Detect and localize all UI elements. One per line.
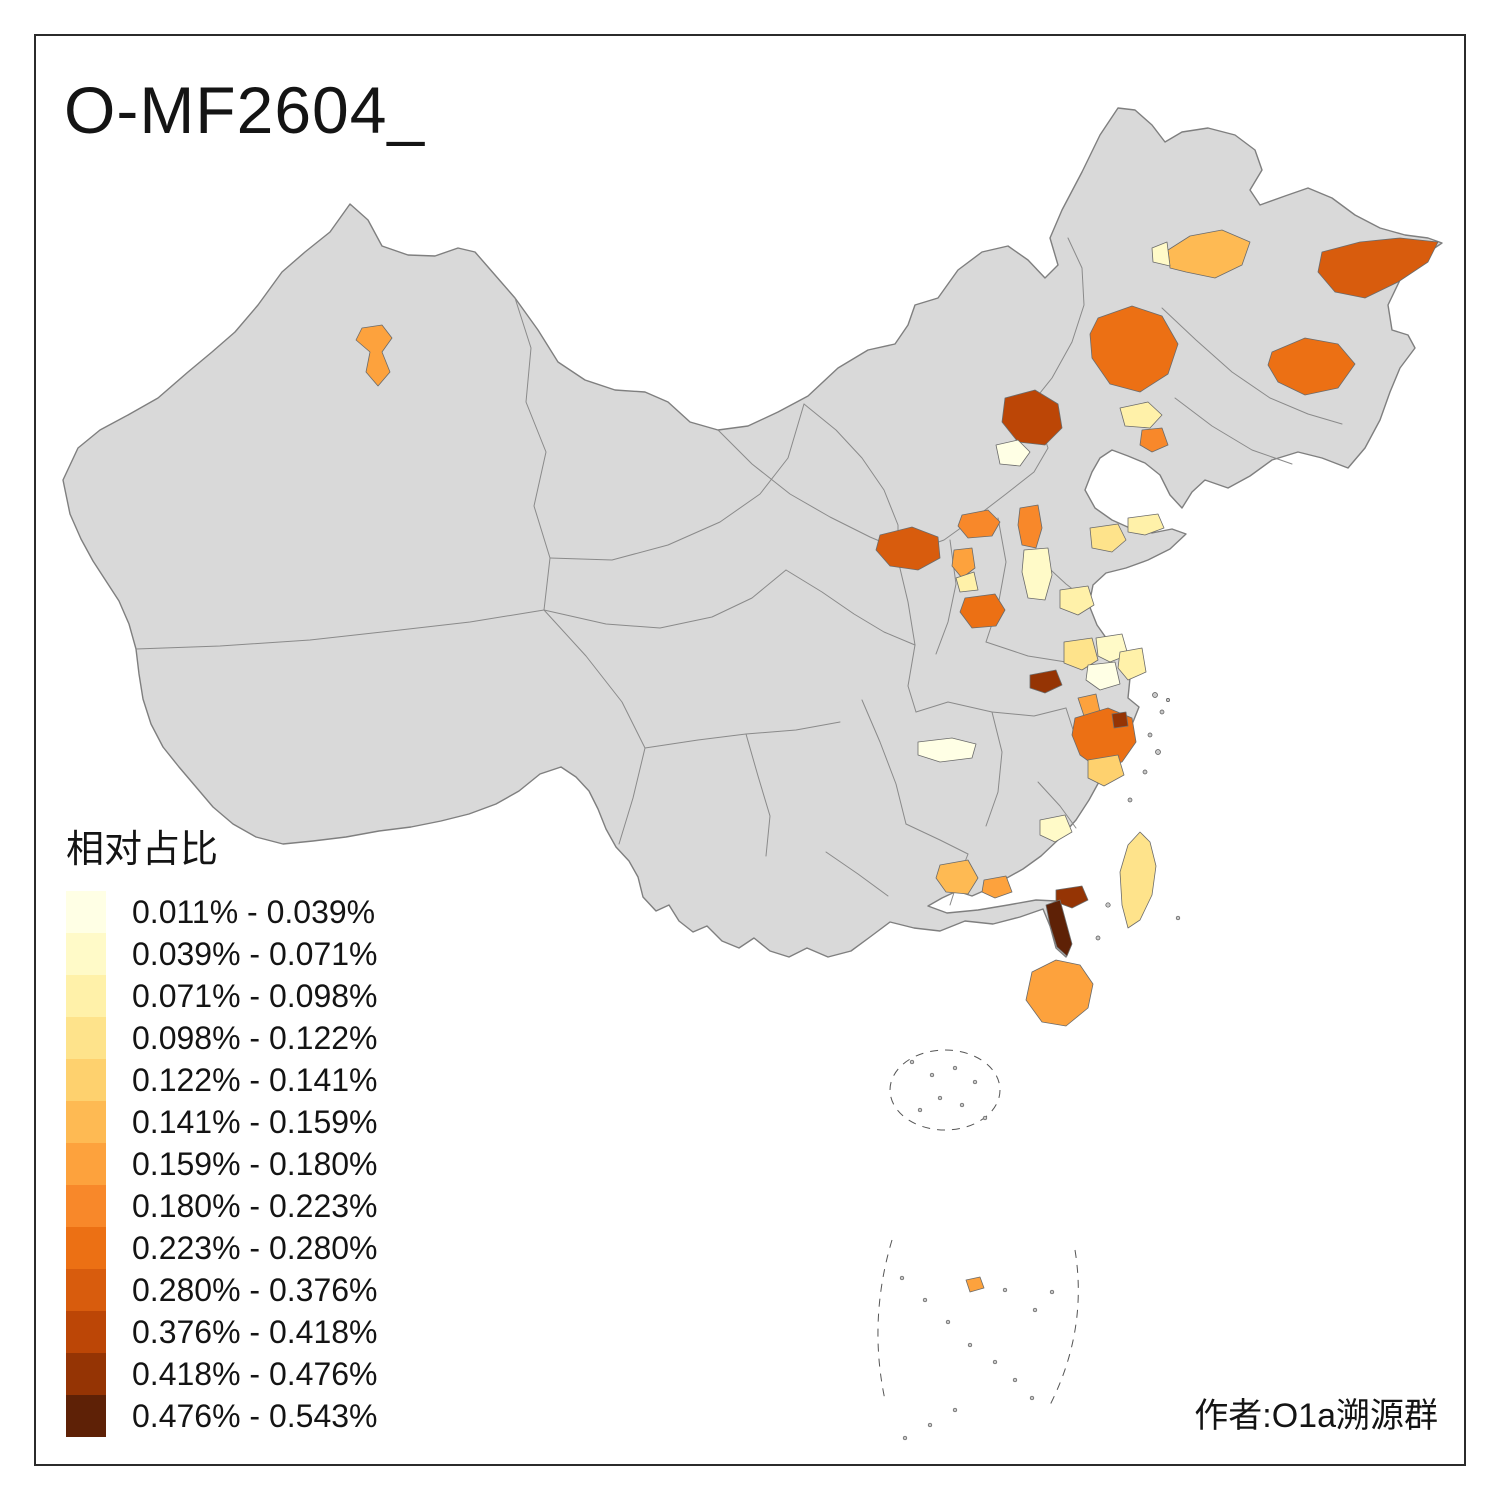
coastal-islands bbox=[1095, 692, 1181, 941]
legend-label: 0.476% - 0.543% bbox=[132, 1397, 378, 1434]
map-region-fujian-pale bbox=[1039, 814, 1073, 843]
legend-label: 0.071% - 0.098% bbox=[132, 977, 378, 1014]
map-region-shandong-west bbox=[1089, 523, 1127, 553]
legend-label: 0.011% - 0.039% bbox=[132, 893, 376, 930]
legend-item: 0.122% - 0.141% bbox=[66, 1059, 378, 1101]
map-region-ne-north-small bbox=[1151, 241, 1171, 267]
legend-swatch bbox=[66, 1311, 106, 1353]
legend-swatch bbox=[66, 1143, 106, 1185]
legend-item: 0.159% - 0.180% bbox=[66, 1143, 378, 1185]
map-region-liaoning-orange bbox=[1139, 427, 1169, 453]
map-region-zhejiang-south bbox=[1087, 754, 1125, 787]
attribution: 作者:O1a溯源群 bbox=[1194, 1397, 1438, 1435]
legend-item: 0.039% - 0.071% bbox=[66, 933, 378, 975]
map-region-xinjiang bbox=[355, 324, 393, 387]
legend-item: 0.280% - 0.376% bbox=[66, 1269, 378, 1311]
map-region-shaanxi-orange bbox=[951, 547, 976, 579]
map-region-zhejiang-dark bbox=[1111, 711, 1129, 729]
legend-swatch bbox=[66, 891, 106, 933]
legend-title: 相对占比 bbox=[66, 829, 219, 871]
map-region-guangdong-mid bbox=[981, 875, 1013, 899]
map-region-beijing-pale bbox=[995, 439, 1031, 467]
legend-label: 0.180% - 0.223% bbox=[132, 1187, 378, 1224]
legend-item: 0.180% - 0.223% bbox=[66, 1185, 378, 1227]
map-region-jilin bbox=[1267, 337, 1356, 396]
map-region-liaoning-light bbox=[1119, 401, 1163, 429]
map-region-shandong-east bbox=[1127, 513, 1165, 536]
legend-item: 0.098% - 0.122% bbox=[66, 1017, 378, 1059]
map-region-shanxi-pale bbox=[1021, 547, 1053, 601]
map-region-guangdong-east bbox=[1055, 885, 1089, 909]
map-region-shaanxi-pale bbox=[955, 571, 979, 593]
legend-swatch bbox=[66, 1017, 106, 1059]
map-region-taiwan bbox=[1119, 831, 1157, 929]
legend-label: 0.280% - 0.376% bbox=[132, 1271, 378, 1308]
map-region-hunan-pale bbox=[917, 737, 977, 763]
legend-label: 0.418% - 0.476% bbox=[132, 1355, 378, 1392]
legend-label: 0.141% - 0.159% bbox=[132, 1103, 378, 1140]
legend-swatch bbox=[66, 1227, 106, 1269]
map-regions bbox=[355, 229, 1439, 1293]
legend-swatch bbox=[66, 1395, 106, 1437]
map-region-anhui-b bbox=[1085, 661, 1121, 691]
map-region-shanghai-pale bbox=[1117, 647, 1147, 681]
legend-swatch bbox=[66, 1269, 106, 1311]
map-region-ne-north bbox=[1167, 229, 1251, 279]
map-region-leizhou bbox=[1045, 899, 1073, 957]
legend-item: 0.141% - 0.159% bbox=[66, 1101, 378, 1143]
south-sea-islands bbox=[877, 1049, 1079, 1441]
map-region-shanxi-north bbox=[957, 509, 1001, 539]
map-region-shanxi-mid bbox=[1017, 504, 1043, 549]
legend-swatch bbox=[66, 975, 106, 1017]
legend-swatch bbox=[66, 1059, 106, 1101]
legend: 相对占比 0.011% - 0.039% 0.039% - 0.071% 0.071… bbox=[66, 818, 378, 1437]
legend-swatch bbox=[66, 1185, 106, 1227]
legend-item: 0.418% - 0.476% bbox=[66, 1353, 378, 1395]
map-region-ne-central bbox=[1089, 305, 1179, 393]
legend-label: 0.122% - 0.141% bbox=[132, 1061, 378, 1098]
map-region-south-island bbox=[965, 1276, 985, 1293]
map-region-anhui-dark bbox=[1029, 669, 1063, 694]
legend-swatch bbox=[66, 1101, 106, 1143]
map-region-north-dark bbox=[1001, 389, 1063, 446]
map-region-ne-east bbox=[1317, 237, 1439, 299]
page-title: O-MF2604_ bbox=[64, 73, 426, 147]
legend-swatch bbox=[66, 933, 106, 975]
legend-item: 0.011% - 0.039% bbox=[66, 891, 378, 933]
legend-label: 0.223% - 0.280% bbox=[132, 1229, 378, 1266]
legend-items: 0.011% - 0.039% 0.039% - 0.071% 0.071% - 0… bbox=[66, 891, 378, 1437]
legend-label: 0.376% - 0.418% bbox=[132, 1313, 378, 1350]
legend-label: 0.039% - 0.071% bbox=[132, 935, 378, 972]
map-region-guangdong-west bbox=[935, 859, 979, 895]
map-region-hainan bbox=[1025, 959, 1094, 1027]
map-region-shaanbei bbox=[875, 526, 941, 571]
legend-label: 0.098% - 0.122% bbox=[132, 1019, 378, 1056]
legend-item: 0.071% - 0.098% bbox=[66, 975, 378, 1017]
legend-item: 0.376% - 0.418% bbox=[66, 1311, 378, 1353]
legend-item: 0.476% - 0.543% bbox=[66, 1395, 378, 1437]
legend-swatch bbox=[66, 1353, 106, 1395]
legend-item: 0.223% - 0.280% bbox=[66, 1227, 378, 1269]
map-region-henan bbox=[959, 593, 1006, 629]
legend-label: 0.159% - 0.180% bbox=[132, 1145, 378, 1182]
map-region-jiangsu-north bbox=[1059, 585, 1095, 616]
